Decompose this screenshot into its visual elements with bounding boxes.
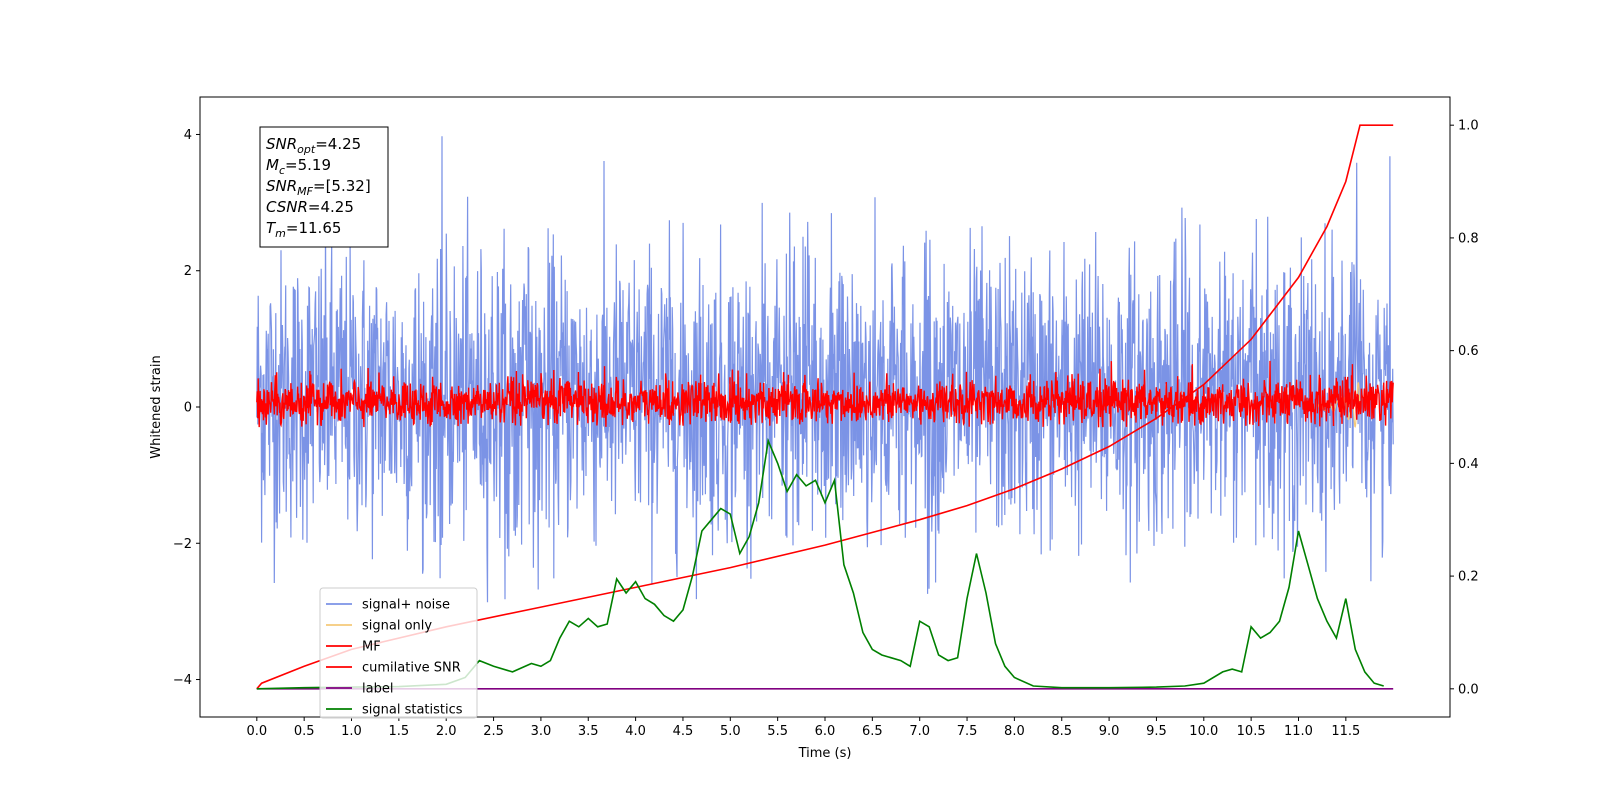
y-right-tick-label: 1.0 <box>1458 119 1479 134</box>
legend: signal+ noise signal only MF cumilative SNR… <box>319 587 478 719</box>
x-tick-label: 3.5 <box>578 724 599 739</box>
series-signal-statistics <box>256 437 1384 690</box>
x-tick-label: 7.5 <box>957 724 978 739</box>
y-left-tick-label: 2 <box>184 264 192 279</box>
x-tick-label: 10.0 <box>1189 724 1218 739</box>
annotation-frame <box>259 126 389 248</box>
legend-entry: cumilative SNR <box>362 661 461 676</box>
x-tick-label: 10.5 <box>1237 724 1266 739</box>
y-left-tick-label: 0 <box>184 401 192 416</box>
legend-entry: signal+ noise <box>362 598 450 613</box>
y-right-tick-label: 0.6 <box>1458 344 1479 359</box>
annotation-line: Tm=11.65 <box>266 219 341 240</box>
legend-entry: label <box>362 682 393 697</box>
x-axis-label: Time (s) <box>798 746 852 761</box>
annotation-line: Mc=5.19 <box>266 156 331 177</box>
x-tick-label: 11.0 <box>1284 724 1313 739</box>
y-axis-label: Whitened strain <box>149 355 164 458</box>
x-tick-label: 1.0 <box>341 724 362 739</box>
legend-frame <box>319 587 478 719</box>
x-tick-label: 9.5 <box>1146 724 1167 739</box>
x-tick-label: 5.0 <box>720 724 741 739</box>
x-tick-label: 0.5 <box>294 724 315 739</box>
annotation-line: CSNR=4.25 <box>266 198 354 216</box>
legend-entry: signal statistics <box>362 703 463 718</box>
x-tick-label: 6.5 <box>862 724 883 739</box>
y-right-tick-label: 0.4 <box>1458 457 1479 472</box>
y-right-tick-label: 0.0 <box>1458 682 1479 697</box>
annotation-line: SNRopt=4.25 <box>266 135 361 156</box>
y-left-tick-label: 4 <box>184 128 192 143</box>
y-left-tick-label: −2 <box>173 537 192 552</box>
x-tick-label: 1.5 <box>389 724 410 739</box>
x-tick-label: 4.0 <box>625 724 646 739</box>
x-tick-label: 9.0 <box>1099 724 1120 739</box>
legend-entry: signal only <box>362 619 432 634</box>
plot-frame <box>199 96 1451 718</box>
x-tick-label: 0.0 <box>246 724 267 739</box>
x-tick-label: 5.5 <box>767 724 788 739</box>
x-tick-label: 2.0 <box>436 724 457 739</box>
x-tick-label: 4.5 <box>673 724 694 739</box>
axes: 0.0 0.5 1.0 1.5 2.0 2.5 3.0 3.5 4.0 4.5 5.0 5.5 6.0 6… <box>173 119 1479 739</box>
x-tick-label: 3.0 <box>531 724 552 739</box>
x-tick-label: 11.5 <box>1331 724 1360 739</box>
x-tick-label: 6.0 <box>815 724 836 739</box>
annotation-line: SNRMF=[5.32] <box>266 177 371 198</box>
series-signal-noise <box>256 136 1394 603</box>
y-right-tick-label: 0.8 <box>1458 231 1479 246</box>
series-mf <box>256 360 1394 428</box>
legend-entry: MF <box>362 640 381 655</box>
x-tick-label: 2.5 <box>483 724 504 739</box>
x-tick-label: 8.0 <box>1004 724 1025 739</box>
x-tick-label: 8.5 <box>1051 724 1072 739</box>
y-left-tick-label: −4 <box>173 673 192 688</box>
y-right-tick-label: 0.2 <box>1458 570 1479 585</box>
x-tick-label: 7.0 <box>909 724 930 739</box>
